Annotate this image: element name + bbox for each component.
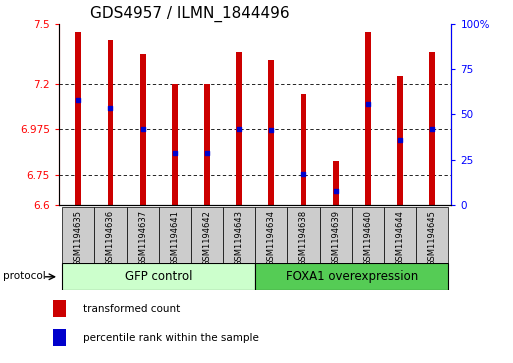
Bar xyxy=(268,60,274,205)
Text: GFP control: GFP control xyxy=(125,270,192,283)
Point xyxy=(300,171,308,177)
Point xyxy=(396,136,404,142)
FancyBboxPatch shape xyxy=(62,207,94,263)
Point xyxy=(267,127,275,133)
FancyBboxPatch shape xyxy=(94,207,127,263)
Bar xyxy=(301,94,306,205)
Bar xyxy=(52,300,66,318)
Bar xyxy=(333,161,339,205)
Text: FOXA1 overexpression: FOXA1 overexpression xyxy=(286,270,418,283)
Point xyxy=(106,105,114,111)
FancyBboxPatch shape xyxy=(384,207,416,263)
Text: protocol: protocol xyxy=(3,271,46,281)
Point xyxy=(171,150,179,156)
FancyBboxPatch shape xyxy=(320,207,352,263)
FancyBboxPatch shape xyxy=(191,207,223,263)
Text: GDS4957 / ILMN_1844496: GDS4957 / ILMN_1844496 xyxy=(90,6,290,22)
FancyBboxPatch shape xyxy=(255,263,448,290)
Text: GSM1194643: GSM1194643 xyxy=(234,210,244,266)
Point xyxy=(364,101,372,107)
Text: GSM1194634: GSM1194634 xyxy=(267,210,276,266)
Bar xyxy=(365,32,371,205)
Text: transformed count: transformed count xyxy=(83,304,181,314)
FancyBboxPatch shape xyxy=(127,207,159,263)
Text: GSM1194642: GSM1194642 xyxy=(203,210,211,266)
Text: GSM1194645: GSM1194645 xyxy=(428,210,437,266)
Text: percentile rank within the sample: percentile rank within the sample xyxy=(83,333,259,343)
Bar xyxy=(140,54,146,205)
Bar xyxy=(172,84,177,205)
FancyBboxPatch shape xyxy=(223,207,255,263)
Bar xyxy=(236,52,242,205)
Bar xyxy=(429,52,435,205)
Text: GSM1194641: GSM1194641 xyxy=(170,210,180,266)
FancyBboxPatch shape xyxy=(159,207,191,263)
Text: GSM1194639: GSM1194639 xyxy=(331,210,340,266)
Text: GSM1194637: GSM1194637 xyxy=(138,210,147,266)
Bar xyxy=(397,76,403,205)
Bar xyxy=(52,329,66,346)
Text: GSM1194640: GSM1194640 xyxy=(363,210,372,266)
Point xyxy=(331,188,340,194)
Text: GSM1194635: GSM1194635 xyxy=(74,210,83,266)
Text: GSM1194636: GSM1194636 xyxy=(106,210,115,266)
Point xyxy=(203,150,211,156)
Point xyxy=(139,127,147,132)
Bar xyxy=(75,32,81,205)
Bar xyxy=(204,84,210,205)
FancyBboxPatch shape xyxy=(287,207,320,263)
Text: GSM1194644: GSM1194644 xyxy=(396,210,404,266)
Point xyxy=(74,97,83,103)
FancyBboxPatch shape xyxy=(416,207,448,263)
Point xyxy=(235,127,243,132)
Text: GSM1194638: GSM1194638 xyxy=(299,210,308,266)
FancyBboxPatch shape xyxy=(255,207,287,263)
Bar xyxy=(108,40,113,205)
FancyBboxPatch shape xyxy=(352,207,384,263)
FancyBboxPatch shape xyxy=(62,263,255,290)
Point xyxy=(428,127,436,132)
